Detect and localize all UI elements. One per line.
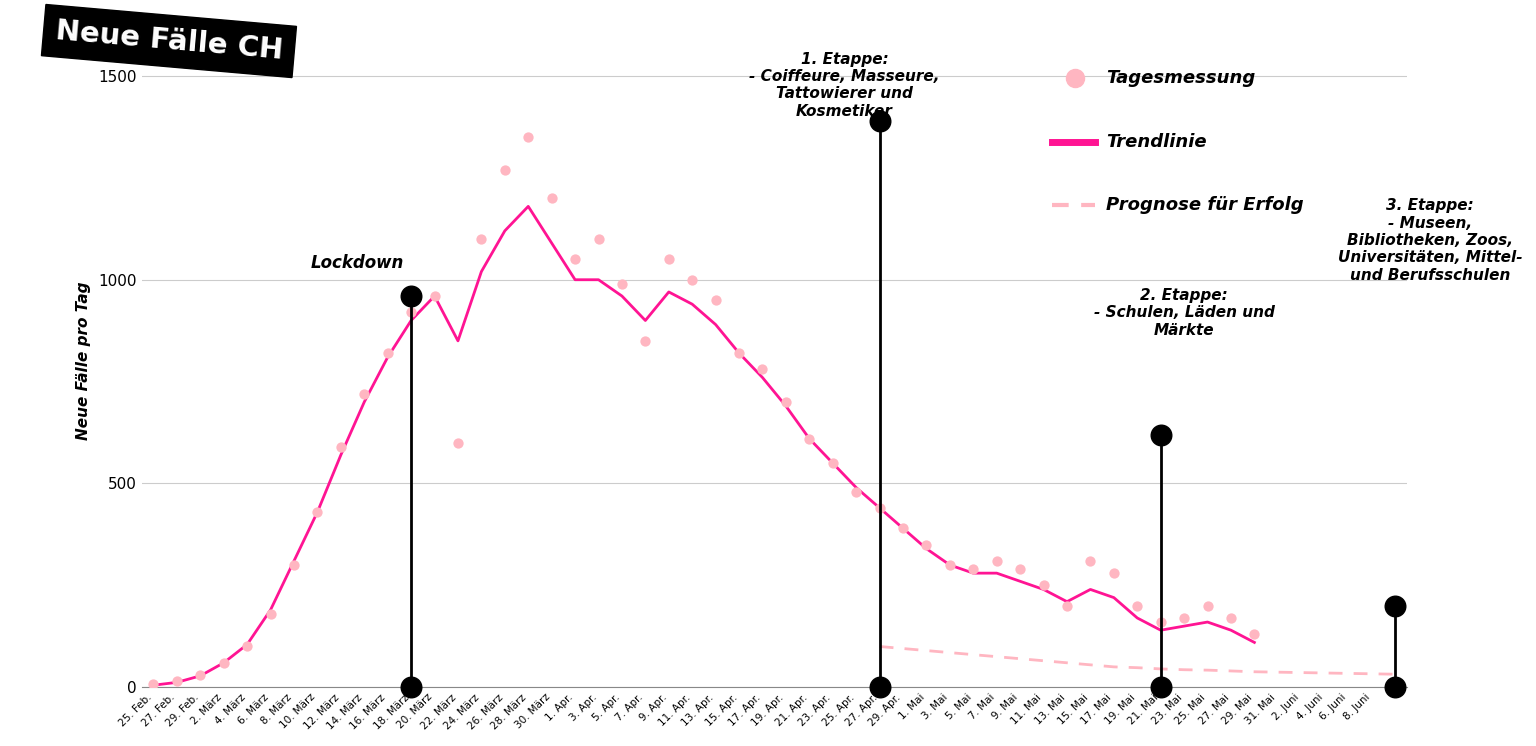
Point xyxy=(352,388,376,400)
Point xyxy=(750,363,774,375)
Point xyxy=(1382,600,1407,612)
Point xyxy=(1078,555,1103,567)
Point xyxy=(258,608,283,620)
Point xyxy=(422,290,447,302)
Text: Lockdown: Lockdown xyxy=(310,254,404,272)
Point xyxy=(914,539,938,551)
Point xyxy=(1218,612,1243,624)
Point xyxy=(235,641,260,653)
Text: 3. Etappe:
- Museen,
Bibliotheken, Zoos,
Universitäten, Mittel-
und Berufsschule: 3. Etappe: - Museen, Bibliotheken, Zoos,… xyxy=(1338,198,1522,283)
Point xyxy=(774,396,799,408)
Point xyxy=(399,681,424,693)
Point xyxy=(868,502,892,514)
Point xyxy=(1055,600,1080,612)
Point xyxy=(868,115,892,127)
Point xyxy=(1149,429,1174,441)
Point xyxy=(1243,628,1267,640)
Point xyxy=(1382,681,1407,693)
Point xyxy=(843,486,868,498)
Point xyxy=(164,675,189,687)
Point xyxy=(680,274,705,286)
Text: Prognose für Erfolg: Prognose für Erfolg xyxy=(1106,196,1304,214)
Y-axis label: Neue Fälle pro Tag: Neue Fälle pro Tag xyxy=(77,282,92,440)
Point xyxy=(891,522,915,534)
Point xyxy=(141,678,166,690)
Text: 1. Etappe:
- Coiffeure, Masseure,
Tattowierer und
Kosmetiker: 1. Etappe: - Coiffeure, Masseure, Tattow… xyxy=(750,51,940,119)
Point xyxy=(281,559,306,571)
Point xyxy=(1149,681,1174,693)
Text: Trendlinie: Trendlinie xyxy=(1106,133,1207,151)
Point xyxy=(656,254,680,266)
Point xyxy=(516,131,541,143)
Point xyxy=(399,307,424,319)
Point xyxy=(962,563,986,575)
Text: Neue Fälle CH: Neue Fälle CH xyxy=(54,17,284,65)
Text: 2. Etappe:
- Schulen, Läden und
Märkte: 2. Etappe: - Schulen, Läden und Märkte xyxy=(1094,288,1275,338)
Point xyxy=(562,254,587,266)
Point xyxy=(727,347,751,359)
Point xyxy=(1008,563,1032,575)
Point xyxy=(539,192,564,204)
Point xyxy=(985,555,1009,567)
Point xyxy=(1172,612,1197,624)
Point xyxy=(306,506,330,518)
Point xyxy=(375,347,399,359)
Point xyxy=(1195,600,1220,612)
Point xyxy=(1101,567,1126,579)
Point xyxy=(633,335,657,347)
Point xyxy=(937,559,962,571)
Point xyxy=(445,436,470,448)
Point xyxy=(1149,616,1174,628)
Point xyxy=(493,163,518,175)
Point xyxy=(703,294,728,306)
Point xyxy=(610,278,634,289)
Point xyxy=(820,457,845,469)
Point xyxy=(329,441,353,453)
Point xyxy=(1031,580,1055,592)
Point xyxy=(212,656,237,668)
Point xyxy=(1124,600,1149,612)
Text: Tagesmessung: Tagesmessung xyxy=(1106,69,1255,87)
Point xyxy=(868,681,892,693)
Point xyxy=(399,290,424,302)
Point xyxy=(797,433,822,445)
Point xyxy=(187,669,212,681)
Point xyxy=(587,233,611,245)
Point xyxy=(468,233,493,245)
